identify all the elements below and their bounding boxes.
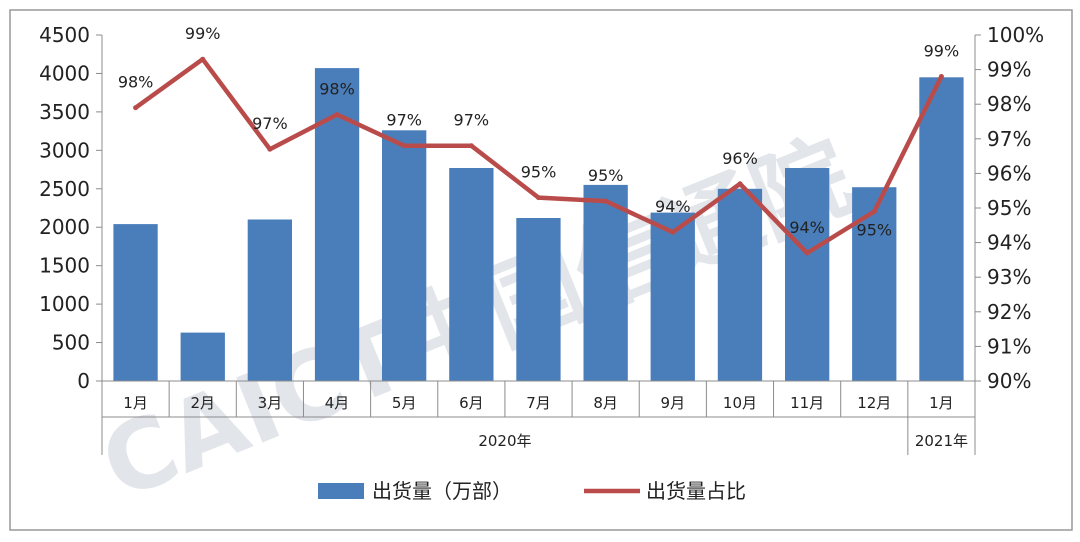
line-point-11 (804, 250, 810, 256)
category-label: 10月 (723, 394, 757, 412)
bar-10 (717, 188, 763, 381)
line-point-6 (468, 143, 474, 149)
left-tick-label: 4500 (39, 23, 90, 47)
legend-label-bar: 出货量（万部） (372, 479, 512, 503)
line-point-12 (871, 209, 877, 214)
category-label: 1月 (123, 394, 148, 412)
right-tick-label: 99% (987, 58, 1031, 82)
line-point-7 (536, 195, 541, 201)
line-point-2 (200, 56, 206, 62)
line-data-label: 95% (588, 166, 624, 185)
right-axis-ticks: 90% 91% 92% 93% 94% 95% 96% 97% 98% 99% 100% (975, 23, 1044, 393)
bar-11 (785, 168, 830, 381)
line-data-label: 97% (252, 114, 288, 133)
bar-9 (650, 212, 695, 381)
left-tick-label: 500 (52, 331, 90, 355)
category-label: 3月 (258, 394, 283, 412)
left-tick-label: 2500 (39, 177, 90, 201)
bar-13 (919, 77, 964, 382)
left-tick-label: 1000 (39, 292, 90, 316)
bar-1 (113, 224, 158, 381)
category-label: 12月 (857, 394, 891, 412)
right-tick-label: 91% (987, 334, 1031, 358)
right-tick-label: 94% (987, 231, 1031, 255)
left-axis-ticks: 0 500 1000 1500 2000 2500 3000 3500 4000 4500 (39, 23, 102, 393)
left-tick-label: 3500 (39, 100, 90, 124)
legend: 出货量（万部） 出货量占比 (318, 479, 746, 503)
line-data-label: 98% (319, 80, 355, 99)
category-label: 9月 (661, 394, 686, 412)
category-label: 5月 (392, 394, 417, 412)
category-label: 1月 (929, 394, 954, 412)
line-data-label: 96% (722, 149, 758, 168)
category-label: 7月 (526, 394, 551, 412)
right-tick-label: 92% (987, 300, 1031, 324)
right-tick-label: 100% (987, 23, 1044, 47)
category-group-label: 2021年 (915, 432, 968, 450)
bar-series (113, 68, 964, 382)
bar-7 (516, 218, 561, 381)
left-tick-label: 4000 (39, 61, 90, 85)
right-tick-label: 90% (987, 369, 1031, 393)
right-tick-label: 97% (987, 127, 1031, 151)
bar-5 (382, 130, 427, 381)
line-data-label: 94% (789, 218, 825, 237)
bar-8 (583, 184, 628, 381)
line-point-3 (267, 146, 273, 152)
data-labels: 98% 99% 97% 98% 97% 97% 95% 95% 94% 96% 94% 95% 99% (118, 24, 959, 239)
line-point-9 (670, 229, 676, 235)
line-data-label: 99% (924, 42, 960, 61)
bar-2 (180, 332, 225, 381)
line-data-label: 95% (857, 221, 893, 240)
legend-label-line: 出货量占比 (646, 479, 746, 503)
line-data-label: 97% (454, 111, 490, 130)
line-data-label: 94% (655, 197, 691, 216)
category-label: 4月 (325, 394, 350, 412)
line-point-10 (737, 181, 743, 187)
line-point-4 (334, 112, 340, 118)
category-label: 2月 (190, 394, 215, 412)
bar-3 (247, 219, 292, 381)
line-point-8 (603, 198, 609, 204)
bar-6 (449, 168, 494, 381)
right-tick-label: 95% (987, 196, 1031, 220)
left-tick-label: 0 (77, 369, 90, 393)
category-axis: 1月 2月 3月 4月 5月 6月 7月 8月 9月 10月 11月 12月 1月 2020年 2021年 (123, 394, 968, 450)
right-tick-label: 96% (987, 161, 1031, 185)
line-data-label: 98% (118, 73, 154, 92)
line-point-13 (938, 74, 944, 79)
line-data-label: 99% (185, 24, 221, 43)
category-label: 6月 (459, 394, 484, 412)
category-label: 11月 (790, 394, 824, 412)
line-data-label: 97% (386, 111, 422, 130)
right-tick-label: 93% (987, 265, 1031, 289)
bar-12 (852, 187, 897, 381)
left-tick-label: 1500 (39, 254, 90, 278)
line-point-5 (401, 143, 407, 149)
category-group-label: 2020年 (478, 432, 531, 450)
line-point-1 (133, 105, 139, 111)
left-tick-label: 3000 (39, 138, 90, 162)
right-tick-label: 98% (987, 92, 1031, 116)
left-tick-label: 2000 (39, 215, 90, 239)
line-data-label: 95% (521, 163, 557, 182)
line-series (133, 56, 944, 256)
legend-swatch-bar (318, 483, 364, 499)
category-label: 8月 (593, 394, 618, 412)
